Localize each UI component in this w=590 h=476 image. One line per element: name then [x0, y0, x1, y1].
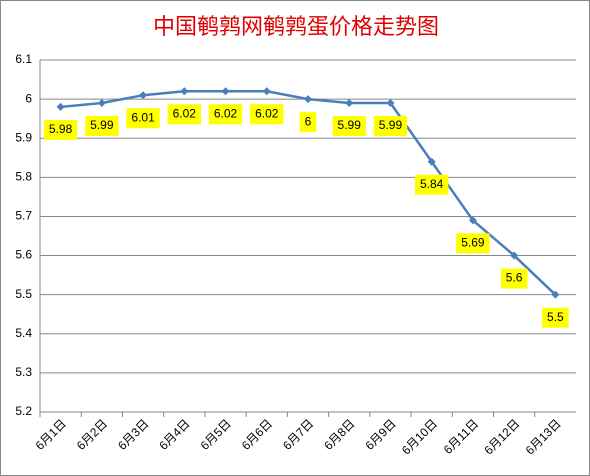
y-tick-label: 5.4	[15, 326, 32, 340]
data-label-box	[415, 174, 449, 195]
marker	[510, 251, 519, 260]
data-label-box	[126, 108, 160, 129]
data-label: 5.6	[500, 268, 528, 289]
y-tick-label: 5.5	[15, 287, 32, 301]
data-label-box	[167, 104, 201, 125]
data-label-text: 6.02	[173, 106, 197, 120]
data-label-box	[542, 307, 569, 328]
y-tick-label: 5.9	[15, 130, 32, 144]
data-label: 5.84	[415, 174, 449, 195]
data-label-box	[85, 116, 119, 137]
data-label-text: 6	[305, 114, 312, 128]
data-label-text: 6.01	[131, 110, 155, 124]
marker	[345, 99, 354, 108]
data-label-box	[456, 233, 490, 254]
y-tick-label: 5.3	[15, 365, 32, 379]
marker	[262, 87, 271, 96]
data-label: 6.02	[208, 104, 243, 125]
marker	[221, 87, 230, 96]
chart-title: 中国鹌鹑网鹌鹑蛋价格走势图	[153, 15, 439, 40]
data-label: 6.01	[126, 108, 160, 129]
marker	[97, 99, 106, 108]
data-label-box	[500, 268, 528, 289]
data-label-box	[208, 104, 243, 125]
marker	[551, 290, 560, 299]
data-label-box	[299, 112, 317, 133]
data-label-box	[373, 116, 408, 137]
data-label: 6.02	[167, 104, 201, 125]
data-label: 5.99	[373, 116, 408, 137]
data-label-text: 5.99	[338, 118, 362, 132]
data-label-text: 5.5	[547, 310, 564, 324]
y-tick-label: 5.6	[15, 248, 32, 262]
data-label-text: 6.02	[255, 106, 279, 120]
data-label: 5.5	[542, 307, 569, 328]
data-label: 5.99	[85, 116, 119, 137]
marker	[56, 102, 65, 111]
marker	[304, 95, 312, 104]
data-label: 5.99	[332, 116, 366, 137]
data-label: 6	[299, 112, 317, 133]
data-label-text: 6.02	[214, 106, 238, 120]
data-label-text: 5.69	[461, 236, 485, 250]
y-tick-label: 5.2	[15, 404, 32, 418]
data-label-text: 5.98	[49, 122, 73, 136]
marker	[180, 87, 189, 96]
data-label: 5.69	[456, 233, 490, 254]
marker	[386, 99, 395, 108]
data-label: 6.02	[250, 104, 284, 125]
y-tick-label: 6	[25, 91, 32, 105]
data-label-text: 5.6	[506, 271, 523, 285]
data-label-box	[43, 119, 78, 140]
data-label-text: 5.84	[420, 177, 444, 191]
y-tick-label: 5.7	[15, 209, 32, 223]
y-tick-label: 6.1	[15, 52, 32, 66]
marker	[139, 91, 148, 100]
data-label: 5.98	[43, 119, 78, 140]
data-label-text: 5.99	[379, 118, 403, 132]
data-label-text: 5.99	[90, 118, 114, 132]
data-label-box	[332, 116, 366, 137]
y-tick-label: 5.8	[15, 170, 32, 184]
marker	[468, 216, 477, 225]
marker	[427, 157, 436, 166]
data-label-box	[250, 104, 284, 125]
